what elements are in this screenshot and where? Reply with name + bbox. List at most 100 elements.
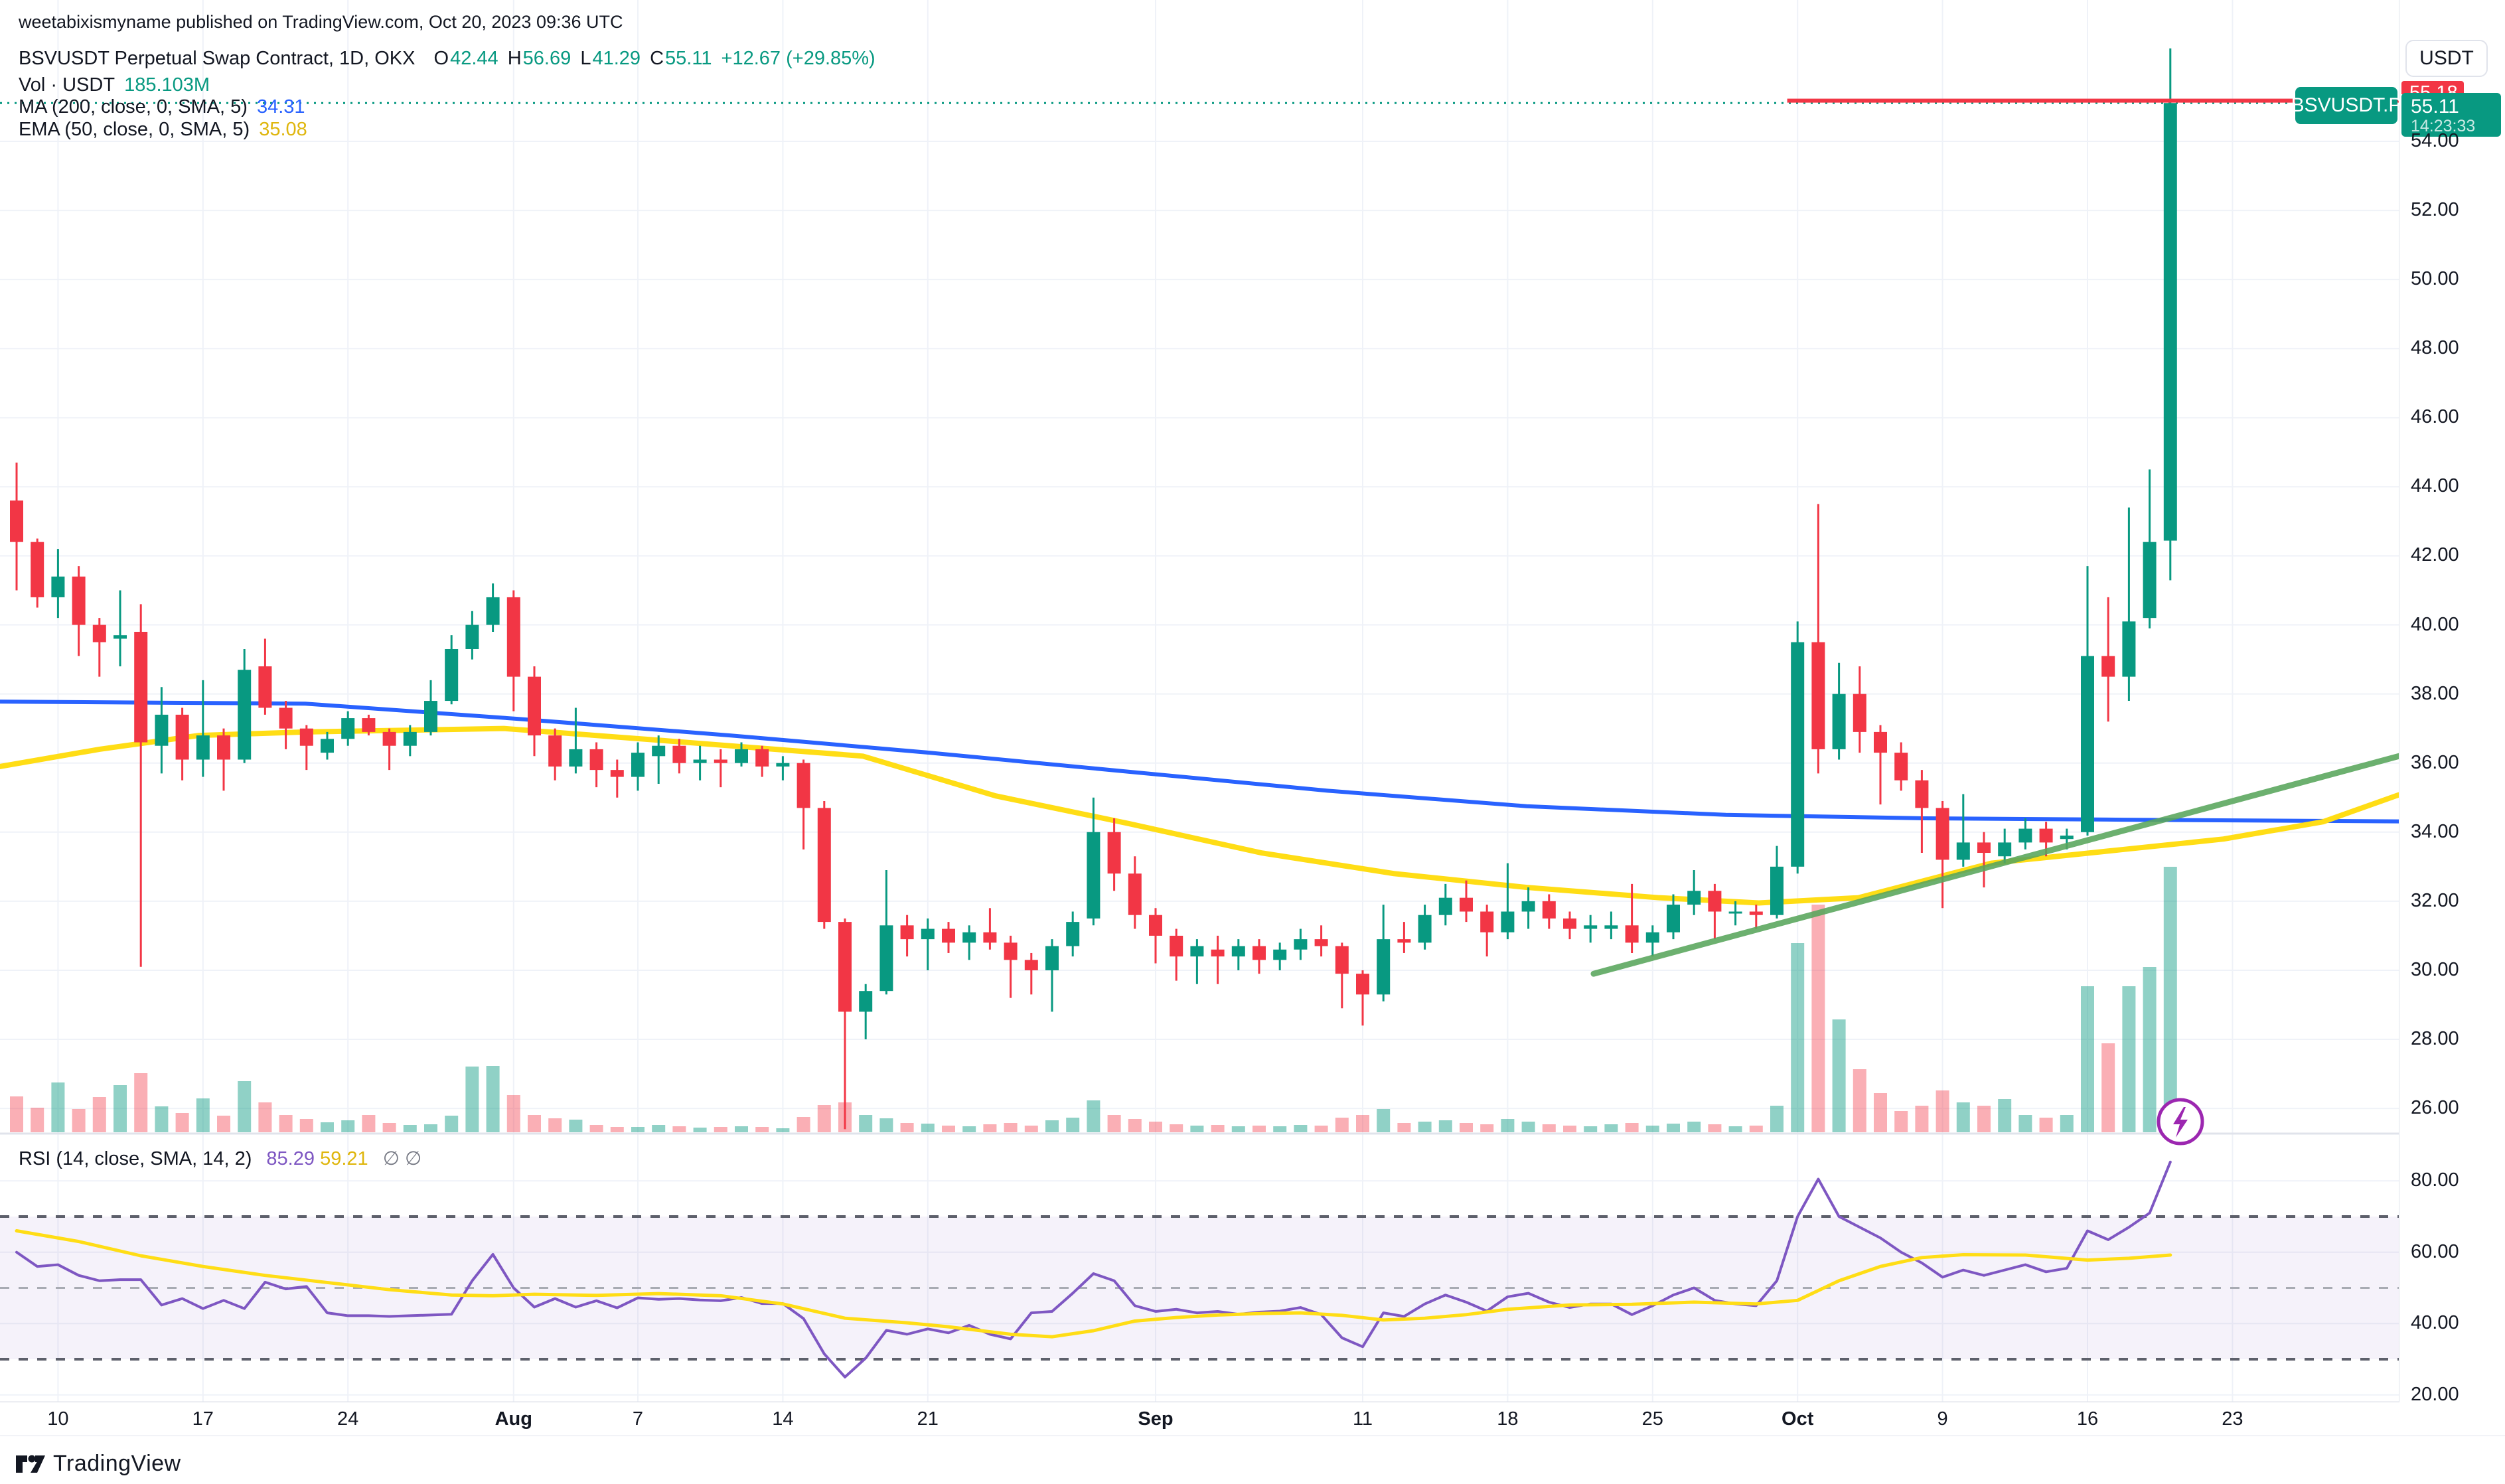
rsi-value: 85.29 — [266, 1148, 315, 1169]
volume-bar — [1542, 1124, 1556, 1132]
volume-bar — [1811, 905, 1825, 1132]
candle-body — [1977, 842, 1991, 853]
volume-bar — [1584, 1126, 1598, 1132]
rsi-tick-label: 80.00 — [2411, 1169, 2459, 1191]
price-line-symbol-label[interactable]: BSVUSDT.P — [2291, 87, 2401, 124]
candle-body — [1024, 960, 1038, 970]
price-line-axis-badge: 55.18 — [2401, 81, 2464, 94]
candle-body — [2081, 656, 2094, 832]
currency-label: USDT — [2419, 47, 2474, 69]
currency-button[interactable]: USDT — [2405, 40, 2488, 77]
volume-bar — [299, 1119, 313, 1132]
volume-bar — [962, 1126, 976, 1132]
volume-bar — [1770, 1106, 1784, 1132]
volume-bar — [631, 1127, 645, 1132]
high-value: 56.69 — [522, 48, 571, 69]
candle-body — [175, 714, 189, 760]
volume-bar — [341, 1120, 355, 1132]
candle-body — [1874, 731, 1887, 753]
volume-bar — [1749, 1126, 1763, 1132]
time-tick-label: 11 — [1352, 1408, 1373, 1430]
volume-value: 185.103M — [124, 74, 210, 96]
candle-body — [1542, 901, 1556, 919]
symbol-legend-row[interactable]: BSVUSDT Perpetual Swap Contract, 1D, OKX… — [19, 48, 879, 70]
time-tick-label: 18 — [1497, 1408, 1519, 1430]
volume-bar — [1170, 1124, 1183, 1132]
volume-bar — [1107, 1115, 1121, 1132]
candle-body — [610, 770, 624, 777]
candle-body — [921, 928, 935, 940]
lightning-icon[interactable] — [2157, 1098, 2204, 1146]
candle-body — [1356, 974, 1369, 995]
time-tick-label: Sep — [1138, 1408, 1174, 1430]
candle-body — [1501, 911, 1515, 932]
volume-bar — [134, 1073, 148, 1132]
volume-bar — [2081, 986, 2094, 1132]
candle-body — [258, 666, 272, 708]
volume-bar — [1563, 1126, 1576, 1132]
high-label: H — [507, 48, 522, 69]
candle-body — [1604, 925, 1618, 929]
volume-bar — [1045, 1120, 1059, 1132]
candle-body — [1294, 939, 1308, 950]
ma-legend-row[interactable]: MA (200, close, 0, SMA, 5) 34.31 — [19, 96, 309, 118]
time-tick-label: 16 — [2076, 1408, 2099, 1430]
price-tick-label: 32.00 — [2411, 889, 2459, 911]
ema-legend-row[interactable]: EMA (50, close, 0, SMA, 5) 35.08 — [19, 119, 311, 141]
volume-bar — [1294, 1125, 1308, 1132]
tradingview-logo[interactable]: TradingView — [15, 1451, 181, 1477]
volume-bar — [258, 1102, 272, 1132]
candle-body — [528, 676, 541, 736]
candle-body — [1625, 925, 1639, 943]
volume-bar — [1687, 1122, 1701, 1132]
volume-bar — [1853, 1069, 1866, 1132]
low-value: 41.29 — [592, 48, 641, 69]
volume-bar — [610, 1127, 624, 1132]
candle-body — [1438, 897, 1452, 915]
candle-body — [2122, 621, 2136, 677]
volume-bar — [72, 1109, 86, 1132]
candle-body — [589, 749, 603, 771]
candle-body — [1377, 939, 1391, 995]
candle-body — [1314, 939, 1328, 946]
volume-legend-row[interactable]: Vol · USDT 185.103M — [19, 74, 214, 96]
time-axis[interactable] — [0, 1402, 2505, 1436]
candle-body — [900, 925, 914, 940]
volume-bar — [1231, 1126, 1245, 1132]
candle-body — [859, 991, 873, 1012]
candle-body — [1998, 842, 2012, 857]
price-tick-label: 52.00 — [2411, 199, 2459, 221]
rsi-signal-line — [15, 1229, 2172, 1339]
volume-bar — [1998, 1099, 2012, 1132]
last-price-axis-badge: 55.11 14:23:33 — [2401, 93, 2501, 137]
candle-body — [962, 932, 976, 943]
volume-bar — [1004, 1123, 1018, 1132]
candle-body — [2060, 836, 2074, 840]
volume-bar — [569, 1120, 583, 1132]
candle-body — [238, 670, 252, 760]
volume-bar — [1356, 1115, 1369, 1132]
ema-label: EMA (50, close, 0, SMA, 5) — [19, 119, 250, 140]
volume-bar — [1397, 1123, 1411, 1132]
volume-bar — [1728, 1126, 1742, 1132]
volume-bar — [2039, 1118, 2053, 1132]
volume-bar — [1791, 943, 1805, 1132]
last-price-value: 55.11 — [2411, 96, 2459, 117]
rsi-legend-row[interactable]: RSI (14, close, SMA, 14, 2) 85.29 59.21 … — [19, 1147, 421, 1170]
eye-off-icons[interactable]: ∅ ∅ — [382, 1148, 422, 1169]
trendline-drawing[interactable] — [1590, 753, 2402, 977]
candle-body — [1584, 925, 1598, 929]
volume-bar — [321, 1122, 334, 1132]
volume-bar — [776, 1128, 790, 1132]
candle-body — [1521, 901, 1535, 912]
price-tick-label: 50.00 — [2411, 268, 2459, 290]
candle-body — [51, 576, 65, 597]
price-tick-label: 26.00 — [2411, 1097, 2459, 1119]
candle-body — [321, 739, 334, 753]
candle-body — [2039, 828, 2053, 843]
volume-bar — [1708, 1124, 1722, 1132]
candle-body — [548, 735, 562, 767]
candle-body — [755, 749, 769, 767]
price-axis[interactable] — [2399, 0, 2505, 1402]
